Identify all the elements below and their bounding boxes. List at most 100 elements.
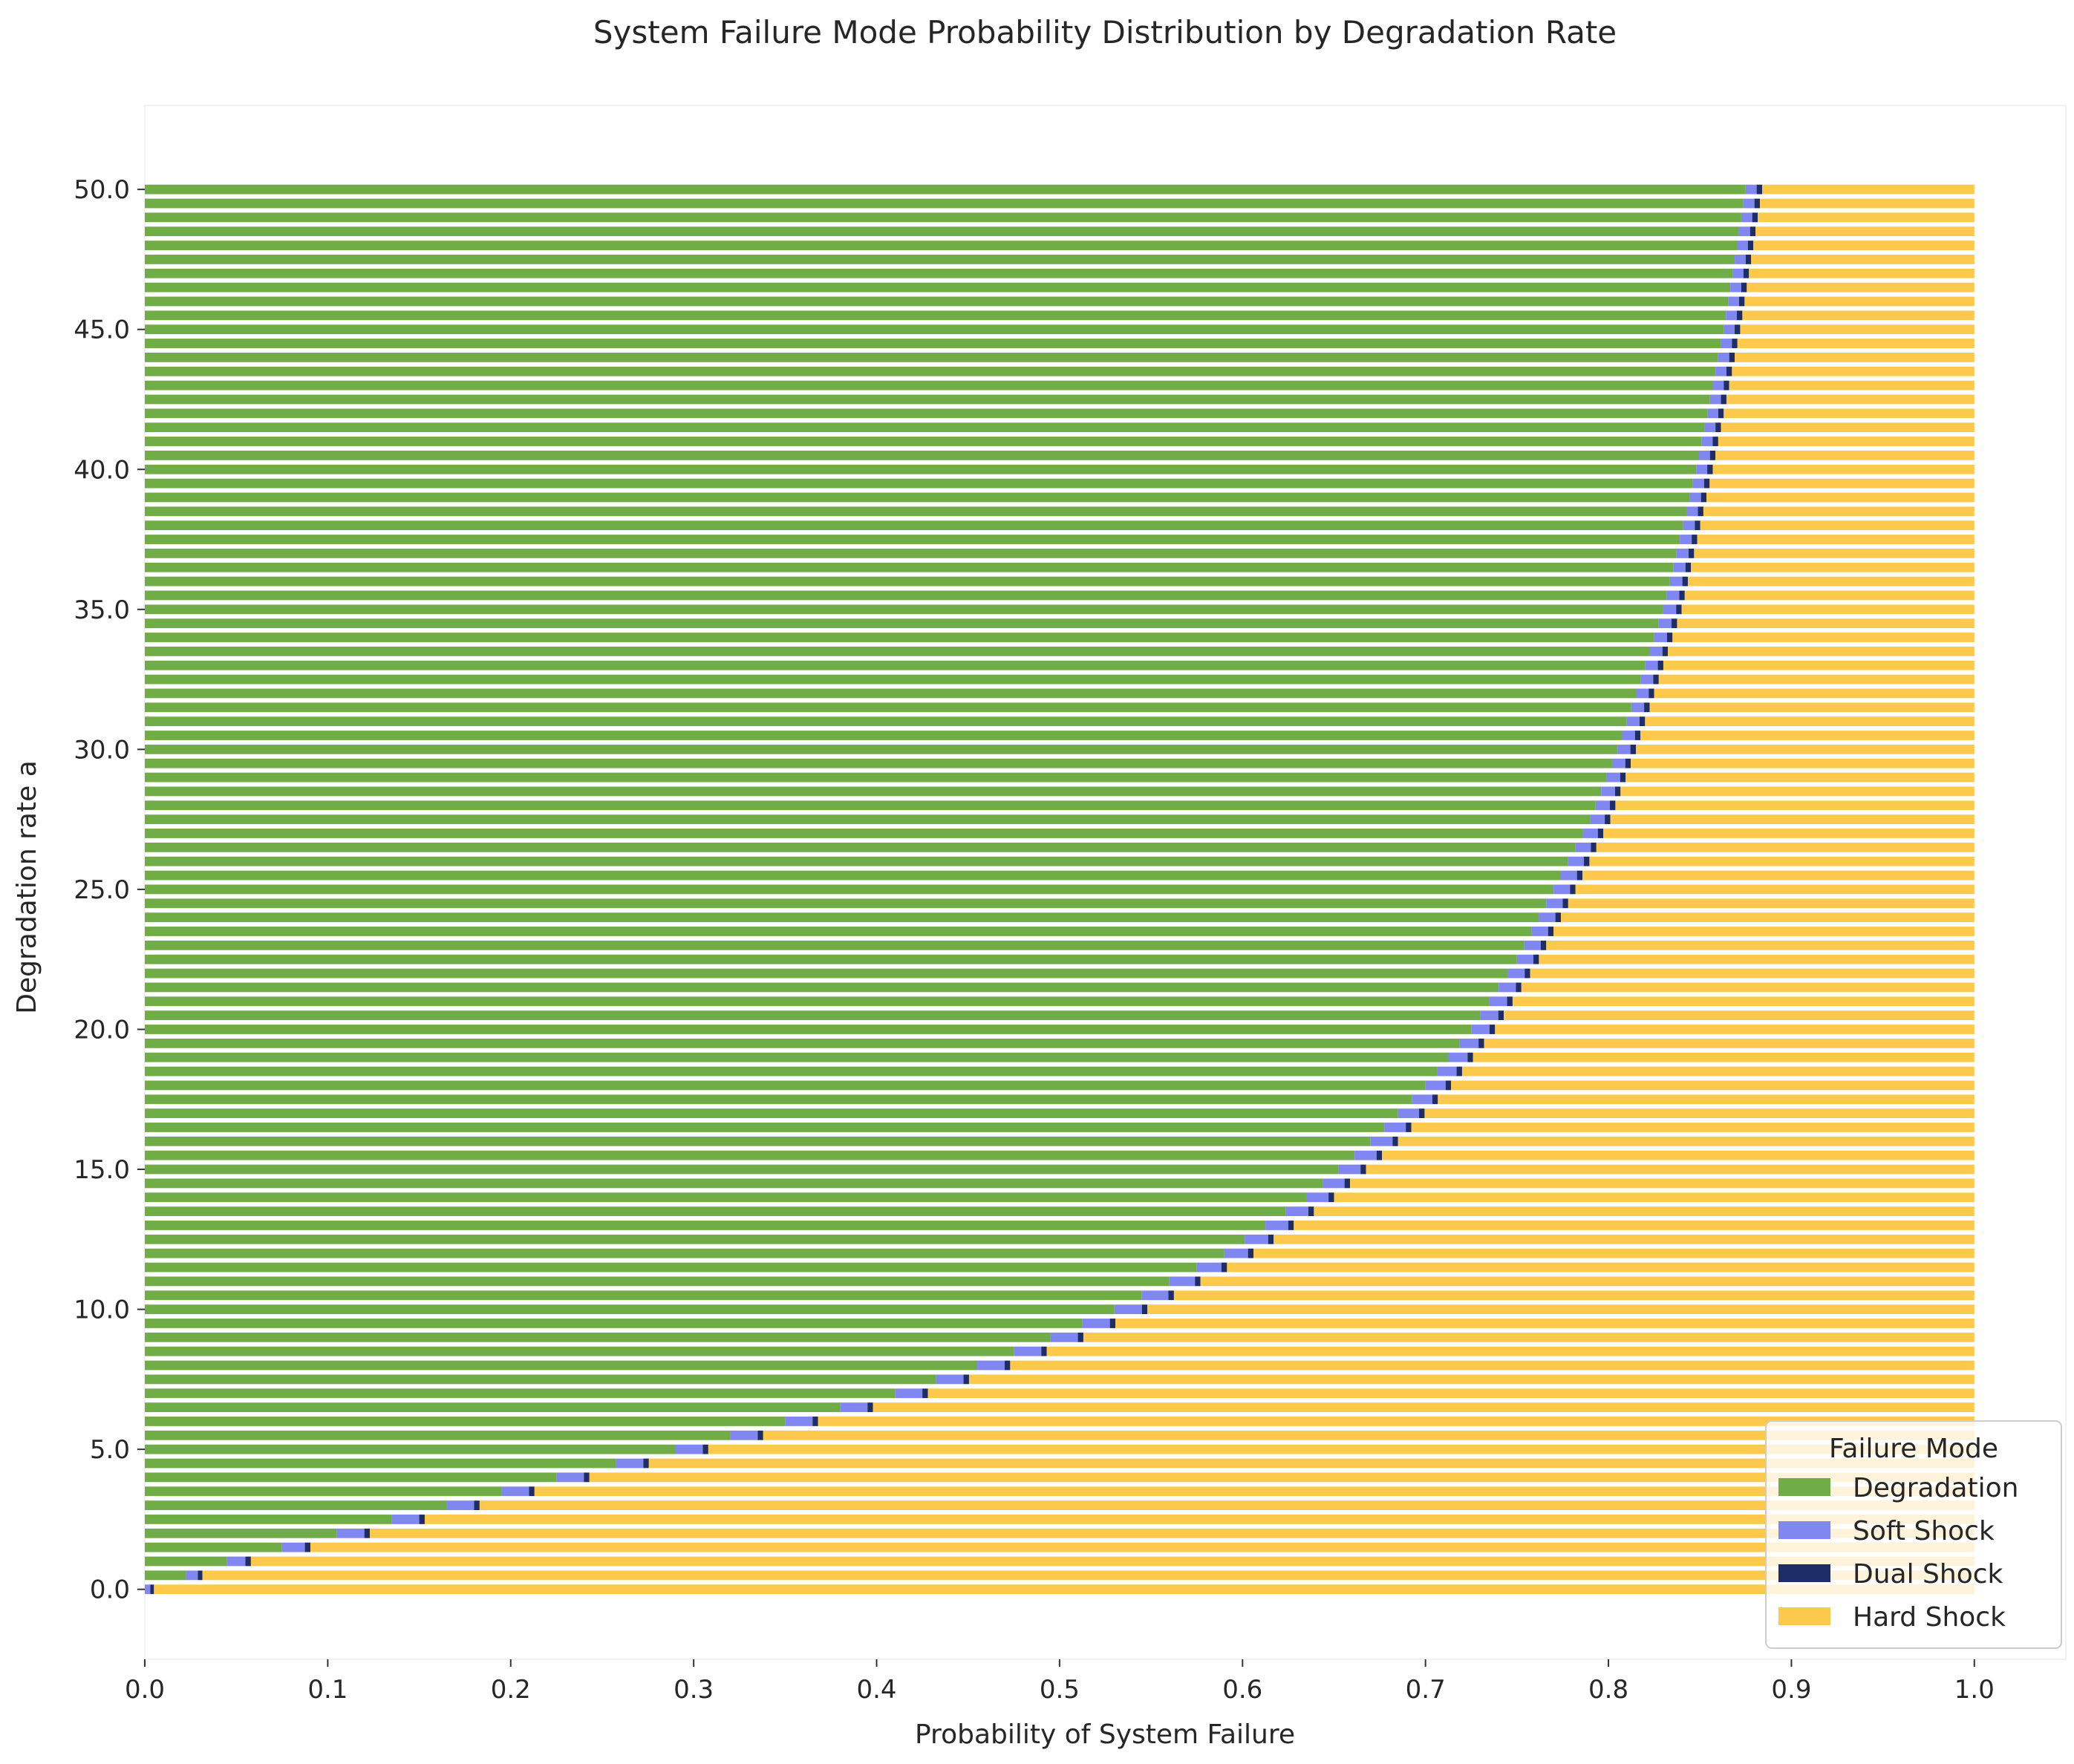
bar-soft-shock-a-11.0 bbox=[1169, 1276, 1196, 1287]
bar-hard-shock-a-33.5 bbox=[1668, 646, 1974, 656]
bar-degradation-a-36.5 bbox=[145, 562, 1674, 572]
bar-dual-shock-a-35.5 bbox=[1679, 590, 1685, 601]
bar-soft-shock-a-9.5 bbox=[1082, 1319, 1110, 1328]
x-tick-label: 1.0 bbox=[1954, 1675, 1995, 1705]
bar-hard-shock-a-19.5 bbox=[1484, 1038, 1974, 1048]
x-axis-label: Probability of System Failure bbox=[915, 1719, 1295, 1750]
plot-area bbox=[144, 105, 2067, 1660]
bar-soft-shock-a-36.5 bbox=[1673, 562, 1686, 572]
bar-degradation-a-14.0 bbox=[145, 1192, 1307, 1203]
x-tick-label: 0.5 bbox=[1040, 1675, 1080, 1705]
bar-hard-shock-a-42.5 bbox=[1726, 394, 1974, 405]
bar-dual-shock-a-14.5 bbox=[1344, 1178, 1351, 1189]
bar-hard-shock-a-37.5 bbox=[1697, 535, 1974, 544]
bar-hard-shock-a-35.5 bbox=[1684, 590, 1974, 601]
bar-soft-shock-a-48.0 bbox=[1737, 241, 1748, 250]
bar-hard-shock-a-29.0 bbox=[1625, 772, 1974, 783]
bar-soft-shock-a-22.5 bbox=[1516, 954, 1534, 964]
bar-dual-shock-a-50.0 bbox=[1756, 184, 1763, 195]
bar-dual-shock-a-3.0 bbox=[474, 1500, 480, 1510]
bar-dual-shock-a-19.5 bbox=[1478, 1038, 1484, 1048]
bar-degradation-a-26.5 bbox=[145, 842, 1576, 852]
legend-swatch-hard-shock bbox=[1778, 1607, 1830, 1625]
bar-hard-shock-a-13.0 bbox=[1294, 1221, 1974, 1230]
bar-degradation-a-23.5 bbox=[145, 927, 1532, 936]
bar-hard-shock-a-39.5 bbox=[1709, 478, 1974, 489]
bar-dual-shock-a-7.0 bbox=[922, 1388, 928, 1399]
bar-degradation-a-50.0 bbox=[145, 184, 1746, 195]
bar-soft-shock-a-37.0 bbox=[1676, 548, 1689, 558]
bar-dual-shock-a-26.0 bbox=[1584, 856, 1590, 866]
bar-dual-shock-a-9.0 bbox=[1077, 1332, 1083, 1342]
bar-degradation-a-12.5 bbox=[145, 1234, 1245, 1244]
bar-dual-shock-a-34.5 bbox=[1672, 618, 1677, 629]
bar-hard-shock-a-34.5 bbox=[1677, 618, 1974, 629]
bar-dual-shock-a-0.0 bbox=[150, 1584, 154, 1595]
bar-hard-shock-a-11.0 bbox=[1200, 1276, 1974, 1287]
bar-soft-shock-a-17.0 bbox=[1398, 1108, 1420, 1119]
bar-soft-shock-a-42.5 bbox=[1709, 394, 1721, 405]
bar-dual-shock-a-10.0 bbox=[1141, 1304, 1148, 1315]
bar-soft-shock-a-39.0 bbox=[1689, 492, 1701, 503]
bar-dual-shock-a-30.5 bbox=[1634, 731, 1641, 740]
bar-soft-shock-a-26.0 bbox=[1568, 856, 1585, 866]
bar-soft-shock-a-31.5 bbox=[1631, 702, 1645, 713]
bar-dual-shock-a-17.0 bbox=[1419, 1108, 1425, 1119]
bar-degradation-a-8.0 bbox=[145, 1360, 978, 1371]
bar-degradation-a-25.5 bbox=[145, 870, 1561, 881]
bar-dual-shock-a-19.0 bbox=[1467, 1052, 1473, 1062]
bar-degradation-a-21.5 bbox=[145, 982, 1499, 993]
bar-degradation-a-35.5 bbox=[145, 590, 1667, 601]
bar-degradation-a-31.0 bbox=[145, 716, 1627, 727]
bar-degradation-a-18.0 bbox=[145, 1080, 1426, 1091]
bar-soft-shock-a-38.0 bbox=[1683, 520, 1695, 531]
bar-hard-shock-a-34.0 bbox=[1672, 633, 1974, 642]
y-tick-label: 45.0 bbox=[74, 316, 130, 345]
bar-degradation-a-26.0 bbox=[145, 856, 1568, 866]
bar-soft-shock-a-46.5 bbox=[1730, 282, 1741, 293]
bar-degradation-a-1.0 bbox=[145, 1556, 227, 1567]
x-tick-label: 0.0 bbox=[125, 1675, 165, 1705]
bar-soft-shock-a-37.5 bbox=[1680, 535, 1692, 544]
bar-dual-shock-a-40.0 bbox=[1707, 464, 1713, 474]
y-tick-label: 5.0 bbox=[90, 1435, 130, 1465]
bar-degradation-a-10.0 bbox=[145, 1304, 1115, 1315]
x-axis: 0.0 0.1 0.2 0.3 0.4 0.5 0.6 0.7 0.8 0.9 1.0 bbox=[125, 1659, 1995, 1705]
x-tick-label: 0.8 bbox=[1588, 1675, 1628, 1705]
bar-degradation-a-17.5 bbox=[145, 1094, 1412, 1105]
bar-hard-shock-a-23.0 bbox=[1546, 940, 1974, 950]
y-tick-label: 40.0 bbox=[74, 455, 130, 485]
bar-degradation-a-9.5 bbox=[145, 1319, 1083, 1328]
bar-dual-shock-a-22.5 bbox=[1533, 954, 1539, 964]
bar-dual-shock-a-24.0 bbox=[1555, 912, 1561, 923]
bar-dual-shock-a-44.0 bbox=[1729, 352, 1735, 362]
bar-degradation-a-2.0 bbox=[145, 1528, 337, 1538]
bar-dual-shock-a-14.0 bbox=[1328, 1192, 1334, 1203]
bar-dual-shock-a-33.5 bbox=[1662, 646, 1669, 656]
bar-soft-shock-a-46.0 bbox=[1728, 296, 1739, 307]
bar-dual-shock-a-40.5 bbox=[1709, 450, 1716, 460]
bar-hard-shock-a-25.5 bbox=[1582, 870, 1974, 881]
bar-dual-shock-a-42.0 bbox=[1718, 408, 1724, 419]
bar-dual-shock-a-20.0 bbox=[1489, 1025, 1496, 1034]
bar-hard-shock-a-31.5 bbox=[1649, 702, 1974, 713]
x-tick-label: 0.9 bbox=[1771, 1675, 1811, 1705]
bar-hard-shock-a-2.5 bbox=[424, 1515, 1974, 1524]
bar-soft-shock-a-45.5 bbox=[1726, 310, 1738, 321]
bar-dual-shock-a-5.5 bbox=[757, 1430, 763, 1440]
bar-soft-shock-a-1.5 bbox=[281, 1542, 305, 1552]
bar-soft-shock-a-18.5 bbox=[1437, 1066, 1457, 1077]
bar-soft-shock-a-22.0 bbox=[1507, 968, 1525, 979]
legend-box bbox=[1765, 1420, 2062, 1649]
bar-soft-shock-a-30.0 bbox=[1617, 744, 1631, 754]
bar-soft-shock-a-15.5 bbox=[1354, 1150, 1377, 1160]
bar-soft-shock-a-30.5 bbox=[1622, 731, 1635, 740]
bar-soft-shock-a-49.5 bbox=[1743, 198, 1755, 209]
bar-hard-shock-a-16.0 bbox=[1398, 1136, 1974, 1146]
bar-hard-shock-a-10.0 bbox=[1147, 1304, 1974, 1315]
y-tick-label: 30.0 bbox=[74, 735, 130, 765]
bar-hard-shock-a-13.5 bbox=[1314, 1206, 1974, 1217]
bar-hard-shock-a-32.5 bbox=[1658, 674, 1974, 685]
bar-dual-shock-a-0.5 bbox=[198, 1570, 203, 1581]
bar-dual-shock-a-24.5 bbox=[1562, 898, 1568, 909]
